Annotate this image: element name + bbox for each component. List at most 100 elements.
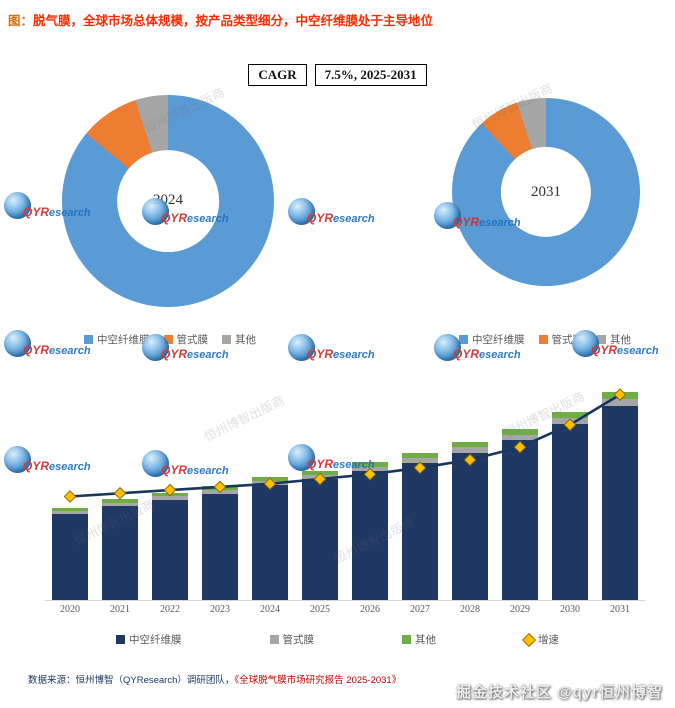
legend-label: 管式膜: [282, 634, 315, 646]
cagr-label: CAGR: [248, 64, 307, 86]
bar-segment: [452, 452, 488, 600]
legend-swatch-icon: [538, 335, 548, 344]
legend-2031: 中空纤维膜 管式膜 其他: [430, 332, 660, 347]
legend-label: 中空纤维膜: [97, 334, 150, 346]
bar-segment: [602, 391, 638, 399]
bar-segment: [502, 440, 538, 600]
legend-swatch-icon: [597, 335, 606, 344]
bar-segment: [102, 505, 138, 600]
bar-stack-2023: [202, 486, 238, 600]
qyresearch-watermark-text: QYResearch: [161, 347, 229, 361]
bar-segment: [152, 496, 188, 500]
x-label-2027: 2027: [410, 604, 430, 615]
legend-swatch-icon: [459, 335, 468, 344]
legend-label: 管式膜: [551, 334, 584, 346]
legend-item-管式膜: 管式膜: [538, 332, 584, 347]
bar-stack-2020: [52, 507, 88, 600]
x-label-2028: 2028: [460, 604, 480, 615]
bar-stack-2031: [602, 391, 638, 600]
bar-2024: [245, 385, 295, 600]
bar-2023: [195, 385, 245, 600]
donut-year-label: 2024: [153, 192, 183, 209]
bar-segment: [352, 471, 388, 600]
globe-icon: [4, 192, 31, 219]
figure-header: 图：脱气膜，全球市场总体规模，按产品类型细分，中空纤维膜处于主导地位: [8, 10, 433, 29]
legend-label: 增速: [538, 634, 559, 646]
globe-icon: [4, 330, 31, 357]
qyresearch-watermark-text: QYResearch: [307, 347, 375, 361]
cagr-row: CAGR 7.5%, 2025-2031: [0, 64, 675, 86]
bar-stack-2022: [152, 492, 188, 600]
bar-stack-2025: [302, 470, 338, 600]
globe-icon: [4, 446, 31, 473]
bar-stack-2030: [552, 411, 588, 600]
legend-item-增速: 增速: [521, 632, 559, 647]
x-label-2026: 2026: [360, 604, 380, 615]
figure-label: 图：: [8, 14, 34, 28]
bar-2030: [545, 385, 595, 600]
bar-stack-2027: [402, 453, 438, 600]
bar-segment: [302, 479, 338, 600]
bar-2028: [445, 385, 495, 600]
qyresearch-watermark: QYResearch: [288, 334, 375, 361]
bar-stack-2026: [352, 462, 388, 600]
legend-label: 其他: [235, 334, 256, 346]
bar-stack-2021: [102, 499, 138, 600]
bar-2022: [145, 385, 195, 600]
legend-item-其他: 其他: [402, 632, 436, 647]
data-source: 数据来源：恒州博智（QYResearch）调研团队，《全球脱气膜市场研究报告 2…: [28, 672, 401, 686]
legend-label: 管式膜: [176, 334, 209, 346]
legend-label: 中空纤维膜: [472, 334, 525, 346]
legend-item-中空纤维膜: 中空纤维膜: [116, 632, 182, 647]
bar-segment: [202, 493, 238, 600]
bar-stack-2029: [502, 428, 538, 600]
bar-segment: [52, 514, 88, 600]
source-prefix: 数据来源：恒州博智（QYResearch）调研团队，: [28, 675, 235, 686]
legend-2024: 中空纤维膜 管式膜 其他: [40, 332, 300, 347]
x-label-2020: 2020: [60, 604, 80, 615]
legend-swatch-icon: [402, 635, 411, 644]
donut-chart-2031: 2031: [452, 98, 640, 286]
qyresearch-watermark: QYResearch: [288, 198, 375, 225]
legend-swatch-icon: [116, 635, 125, 644]
bar-segment: [52, 507, 88, 511]
x-label-2031: 2031: [610, 604, 630, 615]
bar-segment: [602, 405, 638, 600]
legend-item-其他: 其他: [222, 332, 256, 347]
x-label-2024: 2024: [260, 604, 280, 615]
legend-label: 其他: [610, 334, 631, 346]
legend-swatch-icon: [84, 335, 93, 344]
bar-segment: [252, 485, 288, 600]
legend-label: 中空纤维膜: [129, 634, 182, 646]
bar-2025: [295, 385, 345, 600]
legend-item-其他: 其他: [597, 332, 631, 347]
bar-segment: [152, 499, 188, 600]
figure-title: 脱气膜，全球市场总体规模，按产品类型细分，中空纤维膜处于主导地位: [33, 14, 434, 28]
x-label-2030: 2030: [560, 604, 580, 615]
x-label-2025: 2025: [310, 604, 330, 615]
legend-label: 其他: [415, 634, 436, 646]
donut-chart-2024: 2024: [62, 95, 274, 307]
cagr-value: 7.5%, 2025-2031: [314, 64, 427, 86]
legend-item-管式膜: 管式膜: [269, 632, 315, 647]
qyresearch-watermark-text: QYResearch: [307, 211, 375, 225]
bar-chart: [45, 385, 645, 601]
bar-segment: [102, 499, 138, 503]
legend-swatch-icon: [222, 335, 231, 344]
qyresearch-watermark-text: QYResearch: [453, 347, 521, 361]
x-axis-labels: 2020 2021 2022 2023 2024 2025 2026 2027 2028 2029…: [45, 604, 645, 615]
bar-segment: [52, 510, 88, 514]
donut-hole: 2024: [117, 150, 219, 252]
bar-2021: [95, 385, 145, 600]
bar-segment: [102, 502, 138, 506]
donut-year-label: 2031: [530, 183, 561, 200]
bar-2031: [595, 385, 645, 600]
x-label-2023: 2023: [210, 604, 230, 615]
legend-item-中空纤维膜: 中空纤维膜: [459, 332, 525, 347]
bar-2020: [45, 385, 95, 600]
x-label-2029: 2029: [510, 604, 530, 615]
donut-hole: 2031: [500, 146, 592, 238]
bar-chart-legend: 中空纤维膜 管式膜 其他 增速: [0, 632, 675, 647]
legend-item-中空纤维膜: 中空纤维膜: [84, 332, 150, 347]
